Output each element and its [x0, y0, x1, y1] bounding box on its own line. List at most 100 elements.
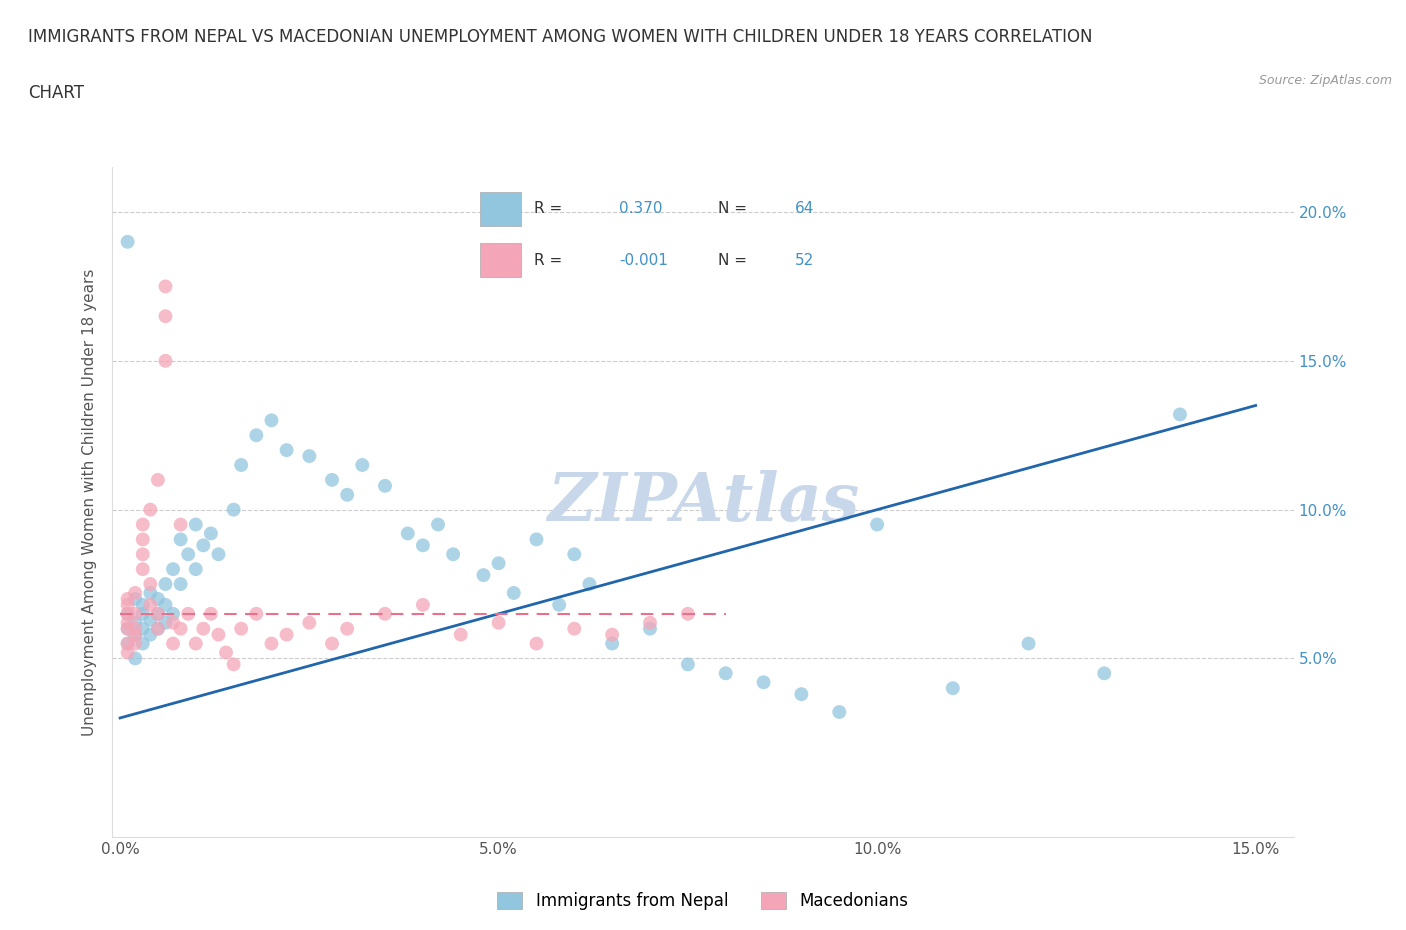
Point	[200, 526, 222, 541]
Point	[260, 413, 283, 428]
Point	[132, 597, 155, 612]
Point	[117, 606, 139, 621]
Point	[1018, 636, 1040, 651]
Point	[276, 627, 298, 642]
Point	[790, 686, 813, 701]
Point	[177, 547, 200, 562]
Point	[146, 472, 169, 487]
Point	[155, 577, 177, 591]
Point	[139, 502, 162, 517]
Point	[231, 621, 253, 636]
Point	[298, 616, 321, 631]
Point	[117, 621, 139, 636]
Point	[638, 616, 661, 631]
Point	[942, 681, 965, 696]
Point	[139, 586, 162, 601]
Point	[117, 234, 139, 249]
Y-axis label: Unemployment Among Women with Children Under 18 years: Unemployment Among Women with Children U…	[82, 269, 97, 736]
Point	[866, 517, 889, 532]
Point	[562, 621, 585, 636]
Point	[169, 517, 191, 532]
Point	[146, 621, 169, 636]
Text: CHART: CHART	[28, 84, 84, 101]
Point	[139, 612, 162, 627]
Point	[578, 577, 600, 591]
Point	[276, 443, 298, 458]
Point	[548, 597, 571, 612]
Text: ZIPAtlas: ZIPAtlas	[547, 470, 859, 535]
Point	[155, 309, 177, 324]
Point	[714, 666, 737, 681]
Point	[124, 616, 146, 631]
Point	[193, 621, 215, 636]
Point	[169, 577, 191, 591]
Point	[1092, 666, 1115, 681]
Point	[124, 636, 146, 651]
Point	[169, 621, 191, 636]
Point	[117, 616, 139, 631]
Point	[260, 636, 283, 651]
Point	[124, 627, 146, 642]
Point	[124, 591, 146, 606]
Point	[155, 353, 177, 368]
Point	[155, 279, 177, 294]
Point	[132, 517, 155, 532]
Point	[600, 627, 623, 642]
Point	[124, 651, 146, 666]
Point	[450, 627, 472, 642]
Point	[132, 562, 155, 577]
Point	[222, 502, 245, 517]
Point	[526, 532, 548, 547]
Point	[132, 547, 155, 562]
Point	[336, 487, 359, 502]
Point	[146, 591, 169, 606]
Point	[412, 538, 434, 552]
Point	[184, 562, 207, 577]
Point	[139, 597, 162, 612]
Point	[162, 606, 184, 621]
Point	[412, 597, 434, 612]
Point	[146, 606, 169, 621]
Legend: Immigrants from Nepal, Macedonians: Immigrants from Nepal, Macedonians	[491, 885, 915, 917]
Point	[155, 616, 177, 631]
Point	[162, 636, 184, 651]
Point	[124, 627, 146, 642]
Point	[336, 621, 359, 636]
Point	[321, 472, 343, 487]
Text: Source: ZipAtlas.com: Source: ZipAtlas.com	[1258, 74, 1392, 87]
Point	[427, 517, 450, 532]
Point	[132, 606, 155, 621]
Point	[139, 627, 162, 642]
Point	[146, 606, 169, 621]
Point	[676, 606, 699, 621]
Point	[162, 616, 184, 631]
Text: IMMIGRANTS FROM NEPAL VS MACEDONIAN UNEMPLOYMENT AMONG WOMEN WITH CHILDREN UNDER: IMMIGRANTS FROM NEPAL VS MACEDONIAN UNEM…	[28, 28, 1092, 46]
Point	[155, 597, 177, 612]
Point	[162, 562, 184, 577]
Point	[1168, 407, 1191, 422]
Point	[526, 636, 548, 651]
Point	[638, 621, 661, 636]
Point	[562, 547, 585, 562]
Point	[139, 577, 162, 591]
Point	[231, 458, 253, 472]
Point	[207, 547, 229, 562]
Point	[117, 597, 139, 612]
Point	[117, 645, 139, 660]
Point	[245, 428, 267, 443]
Point	[132, 636, 155, 651]
Point	[441, 547, 464, 562]
Point	[676, 657, 699, 671]
Point	[177, 606, 200, 621]
Point	[472, 567, 495, 582]
Point	[132, 532, 155, 547]
Point	[321, 636, 343, 651]
Point	[124, 606, 146, 621]
Point	[215, 645, 238, 660]
Point	[124, 621, 146, 636]
Point	[600, 636, 623, 651]
Point	[117, 621, 139, 636]
Point	[352, 458, 374, 472]
Point	[184, 636, 207, 651]
Point	[169, 532, 191, 547]
